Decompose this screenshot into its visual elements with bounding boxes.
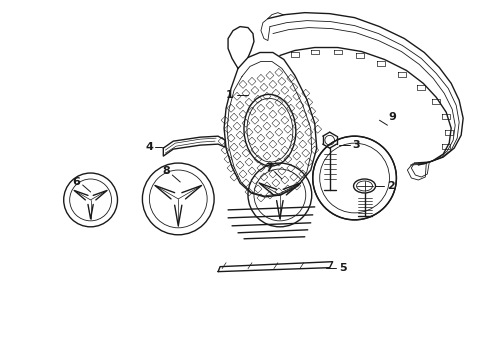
Text: 4: 4: [145, 142, 153, 152]
Text: 2: 2: [387, 181, 394, 191]
Text: 5: 5: [338, 263, 346, 273]
Text: 9: 9: [387, 112, 396, 122]
Text: 8: 8: [162, 166, 170, 176]
Text: 1: 1: [226, 90, 233, 100]
Text: 6: 6: [73, 177, 81, 187]
Text: 7: 7: [264, 163, 272, 173]
Circle shape: [312, 136, 396, 220]
Text: 3: 3: [352, 140, 360, 150]
